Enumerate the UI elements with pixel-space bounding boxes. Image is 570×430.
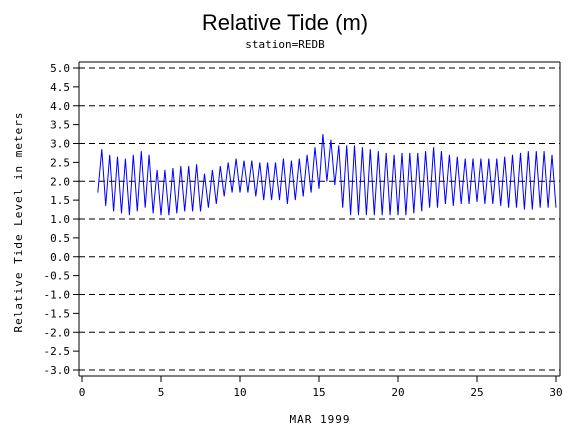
x-tick-label-1: 5 [158, 386, 165, 399]
x-axis-label: MAR 1999 [290, 413, 351, 426]
y-tick-label-1: 4.5 [50, 81, 70, 94]
x-tick-label-4: 20 [391, 386, 404, 399]
y-tick-label-2: 4.0 [50, 100, 70, 113]
y-tick-label-12: -1.0 [44, 289, 71, 302]
y-axis-label: Relative Tide Level in meters [12, 111, 25, 332]
series-layer [97, 134, 557, 216]
y-tick-label-7: 1.5 [50, 194, 70, 207]
chart-subtitle: station=REDB [245, 38, 325, 51]
x-tick-label-2: 10 [233, 386, 246, 399]
y-tick-label-11: -0.5 [44, 270, 71, 283]
y-tick-label-15: -2.5 [44, 345, 71, 358]
y-tick-label-9: 0.5 [50, 232, 70, 245]
y-tick-label-4: 3.0 [50, 138, 70, 151]
y-tick-label-13: -1.5 [44, 307, 71, 320]
y-tick-label-14: -2.0 [44, 326, 71, 339]
y-tick-label-6: 2.0 [50, 175, 70, 188]
x-tick-label-6: 30 [549, 386, 562, 399]
y-tick-label-16: -3.0 [44, 364, 71, 377]
grid-lines [79, 67, 560, 371]
x-axis: 0 5 10 15 20 25 30 [79, 376, 563, 399]
y-tick-label-10: 0.0 [50, 251, 70, 264]
y-tick-label-5: 2.5 [50, 156, 70, 169]
x-tick-label-5: 25 [470, 386, 483, 399]
chart-title: Relative Tide (m) [202, 10, 368, 35]
x-tick-label-3: 15 [312, 386, 325, 399]
y-tick-label-8: 1.0 [50, 213, 70, 226]
x-tick-label-0: 0 [79, 386, 86, 399]
tide-series-line-0 [97, 134, 557, 216]
y-tick-label-0: 5.0 [50, 62, 70, 75]
plot-frame [78, 61, 561, 377]
y-axis: 5.0 4.5 4.0 3.5 3.0 2.5 2.0 1.5 1.0 0.5 0.0 -0.5 -1.… [44, 62, 79, 377]
y-tick-label-3: 3.5 [50, 119, 70, 132]
